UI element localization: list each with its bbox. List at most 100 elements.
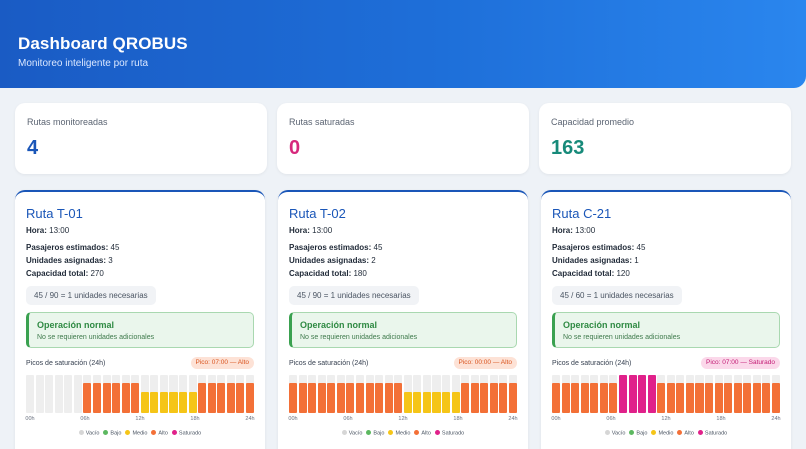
hour-bar-fill (169, 392, 178, 413)
legend-item: Medio (388, 430, 410, 437)
hour-bar-fill (355, 383, 364, 413)
hour-bar-fill (470, 383, 479, 413)
field-value: 270 (90, 269, 104, 278)
legend-item: Saturado (697, 430, 727, 437)
legend-item: Bajo (366, 430, 384, 437)
field-label: Pasajeros estimados: (289, 243, 372, 252)
hour-bar-fill (580, 383, 589, 413)
legend-dot-icon (629, 430, 635, 435)
status-title: Operación normal (563, 320, 641, 330)
legend-item: Medio (125, 430, 147, 437)
axis-tick-label: 00h (288, 416, 298, 422)
hour-bar-fill (590, 383, 599, 413)
field-value: 45 (110, 243, 120, 252)
axis-tick-label: 12h (661, 416, 671, 422)
hour-bar (217, 375, 226, 413)
hour-bar (64, 375, 73, 413)
hour-bar (83, 375, 92, 413)
hour-bar (451, 375, 460, 413)
legend-dot-icon (103, 430, 109, 435)
legend-item: Alto (677, 430, 694, 437)
hour-bar (599, 375, 608, 413)
legend-item: Bajo (629, 430, 647, 437)
hour-bar (609, 375, 618, 413)
hour-bar-fill (628, 375, 637, 413)
hour-bar (73, 375, 82, 413)
hour-bar (743, 375, 752, 413)
hour-bar (226, 375, 235, 413)
hour-bar (489, 375, 498, 413)
page-subtitle: Monitoreo inteligente por ruta (18, 58, 149, 69)
row-unidades: Unidades asignadas: 1 (552, 256, 639, 265)
hour-bar (355, 375, 364, 413)
legend-dot-icon (78, 430, 84, 435)
hour-bar-fill (771, 383, 780, 413)
hour-bar (308, 375, 317, 413)
hour-bar-fill (317, 383, 326, 413)
legend-label: Bajo (373, 430, 385, 437)
hour-bar (499, 375, 508, 413)
peaks-label: Picos de saturación (24h) (552, 360, 632, 367)
axis-tick-label: 24h (508, 416, 518, 422)
hour-bar (571, 375, 580, 413)
hour-bar-fill (198, 383, 207, 413)
hour-bar (762, 375, 771, 413)
stat-label: Rutas saturadas (289, 117, 355, 127)
route-title: Ruta T-01 (26, 206, 83, 221)
route-card[interactable]: Ruta T-02 Hora: 13:00 Pasajeros estimados:… (278, 190, 528, 449)
route-card[interactable]: Ruta C-21 Hora: 13:00 Pasajeros estimados:… (541, 190, 791, 449)
legend-item: Alto (414, 430, 431, 437)
hour-bar-fill (432, 392, 441, 413)
hour-bar (92, 375, 101, 413)
field-value: 13:00 (575, 226, 596, 235)
hour-bar (442, 375, 451, 413)
hour-bar (695, 375, 704, 413)
hour-bar-fill (647, 375, 656, 413)
route-card[interactable]: Ruta T-01 Hora: 13:00 Pasajeros estimados:… (15, 190, 265, 449)
legend-dot-icon (434, 430, 440, 435)
axis-tick-label: 24h (771, 416, 781, 422)
hour-bar (657, 375, 666, 413)
hour-bar (236, 375, 245, 413)
hour-bar (394, 375, 403, 413)
legend-label: Medio (132, 430, 148, 437)
status-title: Operación normal (300, 320, 378, 330)
field-value: 13:00 (49, 226, 70, 235)
hour-bar-fill (461, 383, 470, 413)
status-box: Operación normal No se requieren unidades… (26, 312, 254, 348)
hour-bar (638, 375, 647, 413)
hour-bar-fill (226, 383, 235, 413)
hour-axis: 00h 06h 12h 18h 24h (25, 416, 254, 424)
row-capacidad: Capacidad total: 180 (289, 269, 367, 278)
route-title: Ruta C-21 (552, 206, 612, 221)
peaks-label: Picos de saturación (24h) (26, 360, 106, 367)
hour-bar-fill (724, 383, 733, 413)
axis-tick-label: 18h (453, 416, 463, 422)
status-box: Operación normal No se requieren unidades… (289, 312, 517, 348)
hour-bar (590, 375, 599, 413)
hour-bar (26, 375, 35, 413)
row-pasajeros: Pasajeros estimados: 45 (289, 243, 382, 252)
hour-bar (375, 375, 384, 413)
legend: Vacío Bajo Medio Alto Saturado (541, 430, 791, 437)
hour-bar-fill (140, 392, 149, 413)
field-label: Unidades asignadas: (552, 256, 633, 265)
hour-bar-fill (733, 383, 742, 413)
legend-dot-icon (388, 430, 394, 435)
stat-value: 163 (551, 137, 585, 159)
field-label: Unidades asignadas: (289, 256, 370, 265)
peak-badge: Pico: 07:00 — Saturado (700, 357, 780, 369)
hour-bar (461, 375, 470, 413)
peak-badge: Pico: 07:00 — Alto (190, 357, 254, 369)
hourly-bar-chart (289, 375, 517, 413)
page-title: Dashboard QROBUS (18, 34, 188, 53)
hour-bar-fill (695, 383, 704, 413)
legend-item: Vacío (604, 430, 625, 437)
legend-label: Alto (158, 430, 168, 437)
field-label: Pasajeros estimados: (26, 243, 109, 252)
header-banner: Dashboard QROBUS Monitoreo inteligente p… (0, 0, 806, 88)
hour-bar-fill (131, 383, 140, 413)
hour-bar (45, 375, 54, 413)
hour-bar-fill (714, 383, 723, 413)
hour-bar-fill (618, 375, 627, 413)
